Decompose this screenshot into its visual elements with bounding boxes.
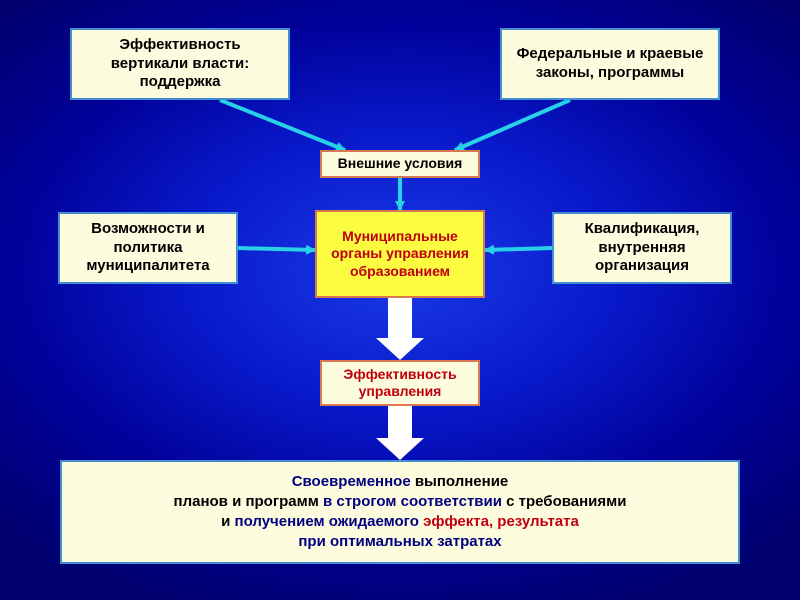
box-top-right: Федеральные и краевые законы, программы	[500, 28, 720, 100]
box-right-side-text: Квалификация, внутренняя организация	[562, 220, 722, 276]
box-top-left-text: Эффективность вертикали власти: поддержк…	[80, 36, 280, 92]
box-effectiveness-mgmt-text: Эффективность управления	[330, 366, 470, 401]
box-effectiveness-mgmt: Эффективность управления	[320, 360, 480, 406]
box-center-text: Муниципальные органы управления образова…	[325, 228, 475, 281]
box-center: Муниципальные органы управления образова…	[315, 210, 485, 298]
box-top-right-text: Федеральные и краевые законы, программы	[510, 45, 710, 83]
box-external-conditions-text: Внешние условия	[338, 155, 463, 173]
box-right-side: Квалификация, внутренняя организация	[552, 212, 732, 284]
box-left-side: Возможности и политика муниципалитета	[58, 212, 238, 284]
box-left-side-text: Возможности и политика муниципалитета	[68, 220, 228, 276]
box-external-conditions: Внешние условия	[320, 150, 480, 178]
box-bottom: Своевременное выполнениепланов и програм…	[60, 460, 740, 564]
box-top-left: Эффективность вертикали власти: поддержк…	[70, 28, 290, 100]
box-bottom-text: Своевременное выполнениепланов и програм…	[174, 472, 627, 553]
